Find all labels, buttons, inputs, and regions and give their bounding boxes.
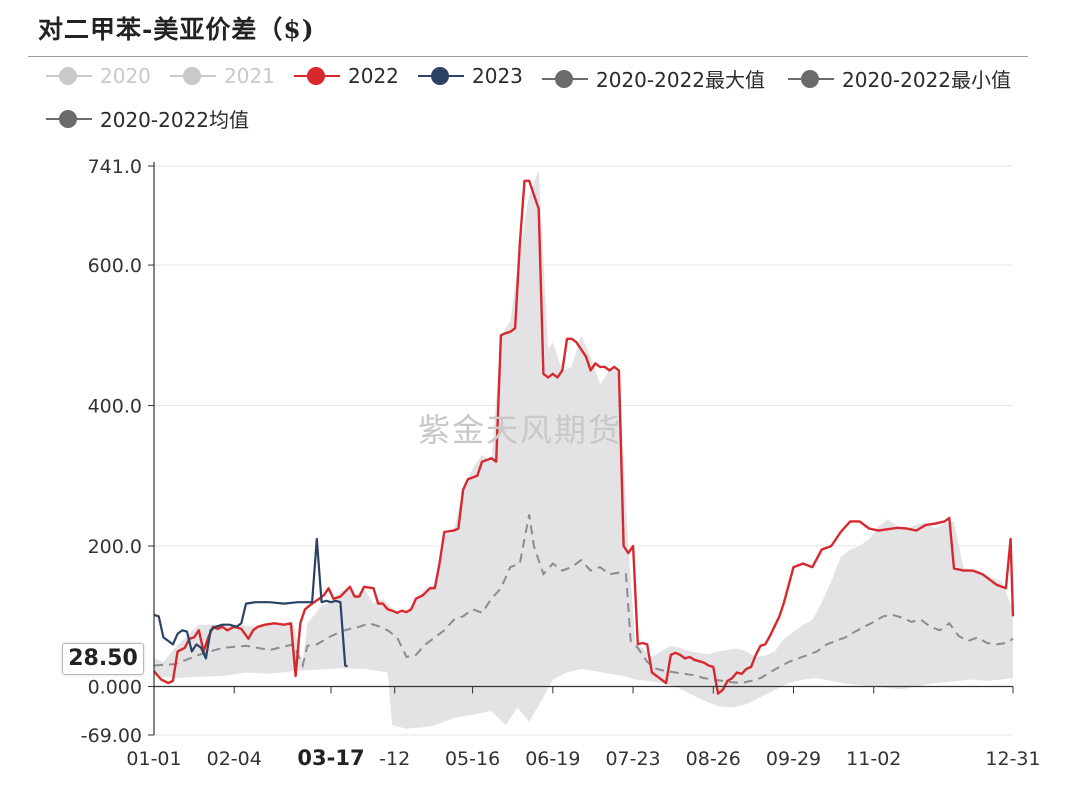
x-tick-label: 03-17 — [297, 746, 364, 770]
y-tick-label: 200.0 — [88, 536, 142, 558]
legend-marker-icon — [46, 66, 92, 86]
legend-label: 2020-2022均值 — [100, 108, 250, 132]
watermark: 紫金天风期货 — [418, 411, 623, 449]
title-divider — [28, 56, 1028, 57]
max-min-band — [154, 170, 1013, 729]
series-line-average — [153, 514, 1014, 685]
legend-marker-icon — [294, 66, 340, 86]
legend-item-2022[interactable]: 2022 — [294, 64, 399, 88]
legend-item-max[interactable]: 2020-2022最大值 — [542, 64, 765, 93]
legend-item-2021[interactable]: 2021 — [170, 64, 275, 88]
legend-label: 2020-2022最小值 — [842, 68, 1012, 92]
x-tick-label: 02-04 — [207, 748, 262, 770]
legend-marker-icon — [46, 109, 92, 129]
x-tick-label: 01-01 — [126, 748, 181, 770]
legend-marker-icon — [788, 69, 834, 89]
hover-value-badge: 28.50 — [62, 643, 144, 675]
legend-label: 2022 — [348, 64, 399, 88]
series-line-2023 — [153, 537, 348, 668]
legend-item-min[interactable]: 2020-2022最小值 — [788, 64, 1011, 93]
x-tick-label: 08-26 — [686, 748, 741, 770]
x-tick-label: 06-19 — [525, 748, 580, 770]
legend-marker-icon — [542, 69, 588, 89]
x-tick-label: 07-23 — [605, 748, 660, 770]
legend-label: 2020-2022最大值 — [596, 68, 766, 92]
x-tick-label: 09-29 — [766, 748, 821, 770]
y-tick-label: 0.000 — [88, 677, 142, 699]
legend-item-2023[interactable]: 2023 — [418, 64, 523, 88]
legend-label: 2021 — [224, 64, 275, 88]
chart-title: 对二甲苯-美亚价差（$) — [38, 15, 315, 44]
series-line-2022 — [153, 179, 1015, 695]
legend-marker-icon — [418, 66, 464, 86]
legend-marker-icon — [170, 66, 216, 86]
legend-label: 2023 — [472, 64, 523, 88]
x-tick-label: 05-16 — [445, 748, 500, 770]
legend-label: 2020 — [100, 64, 151, 88]
y-tick-label: 400.0 — [88, 396, 142, 418]
x-tick-label: -12 — [379, 748, 410, 770]
legend-item-2020[interactable]: 2020 — [46, 64, 151, 88]
x-tick-label: 11-02 — [846, 748, 901, 770]
y-tick-label: -69.00 — [81, 725, 142, 747]
y-tick-label: 741.0 — [88, 156, 142, 178]
legend-item-avg[interactable]: 2020-2022均值 — [46, 104, 249, 133]
y-tick-label: 600.0 — [88, 255, 142, 277]
x-tick-label: 12-31 — [985, 748, 1040, 770]
